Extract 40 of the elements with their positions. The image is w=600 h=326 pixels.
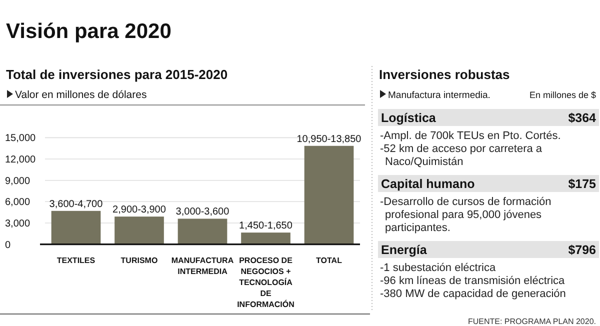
text: Capital humano [381, 177, 476, 191]
x-tick-label: TEXTILES [56, 256, 96, 265]
y-tick-label: 6,000 [5, 197, 30, 208]
y-tick-label: 15,000 [5, 133, 36, 144]
text: -Ampl. de 700k TEUs en Pto. Cortés. [380, 130, 561, 142]
y-tick-label: 12,000 [5, 154, 36, 166]
data-label: 10,950-13,850 [296, 134, 362, 145]
text: -Desarrollo de cursos de formación profesional para 95,000 jóvenes participantes. [380, 196, 552, 234]
x-tick-label: TURISMO [120, 256, 158, 265]
y-tick-label: 9,000 [5, 176, 30, 187]
data-label: 1,450-1,650 [239, 220, 293, 232]
text: -380 MW de capacidad de generación [380, 288, 566, 300]
text: En millones de $ [529, 90, 596, 100]
data-label: $364 [568, 111, 596, 125]
y-tick-label: 0 [5, 240, 11, 251]
y-axis-title: Valor en millones de dólares [15, 89, 147, 101]
data-label: 3,000-3,600 [176, 206, 230, 218]
bar [241, 232, 290, 244]
bar [304, 146, 354, 244]
bar [51, 210, 101, 244]
bar [114, 216, 164, 244]
chart-title: Visión para 2020 [6, 20, 172, 43]
text: Energía [381, 243, 428, 257]
data-label: $796 [568, 243, 596, 257]
x-tick-label: TOTAL [316, 256, 342, 265]
y-tick-label: 3,000 [5, 218, 30, 230]
data-label: 2,900-3,900 [112, 204, 166, 216]
data-label: $175 [568, 177, 596, 191]
text: Logística [381, 111, 437, 125]
x-tick-label: MANUFACTURA INTERMEDIA [171, 256, 234, 276]
text: -52 km de acceso por carretera a Naco/Quimistán [380, 143, 543, 168]
source-note: FUENTE: PROGRAMA PLAN 2020. [468, 317, 596, 326]
chart-subtitle: Total de inversiones para 2015-2020 [6, 67, 228, 82]
x-tick-label: PROCESO DE NEGOCIOS + TECNOLOGÍA DE INFORMACIÓN [237, 256, 295, 309]
text: Inversiones robustas [379, 67, 510, 82]
data-label: 3,600-4,700 [49, 198, 104, 210]
bar [178, 218, 228, 244]
text: -1 subestación eléctrica [380, 262, 496, 274]
text: Manufactura intermedia. [388, 90, 490, 101]
text: -96 km líneas de transmisión eléctrica [380, 275, 566, 287]
